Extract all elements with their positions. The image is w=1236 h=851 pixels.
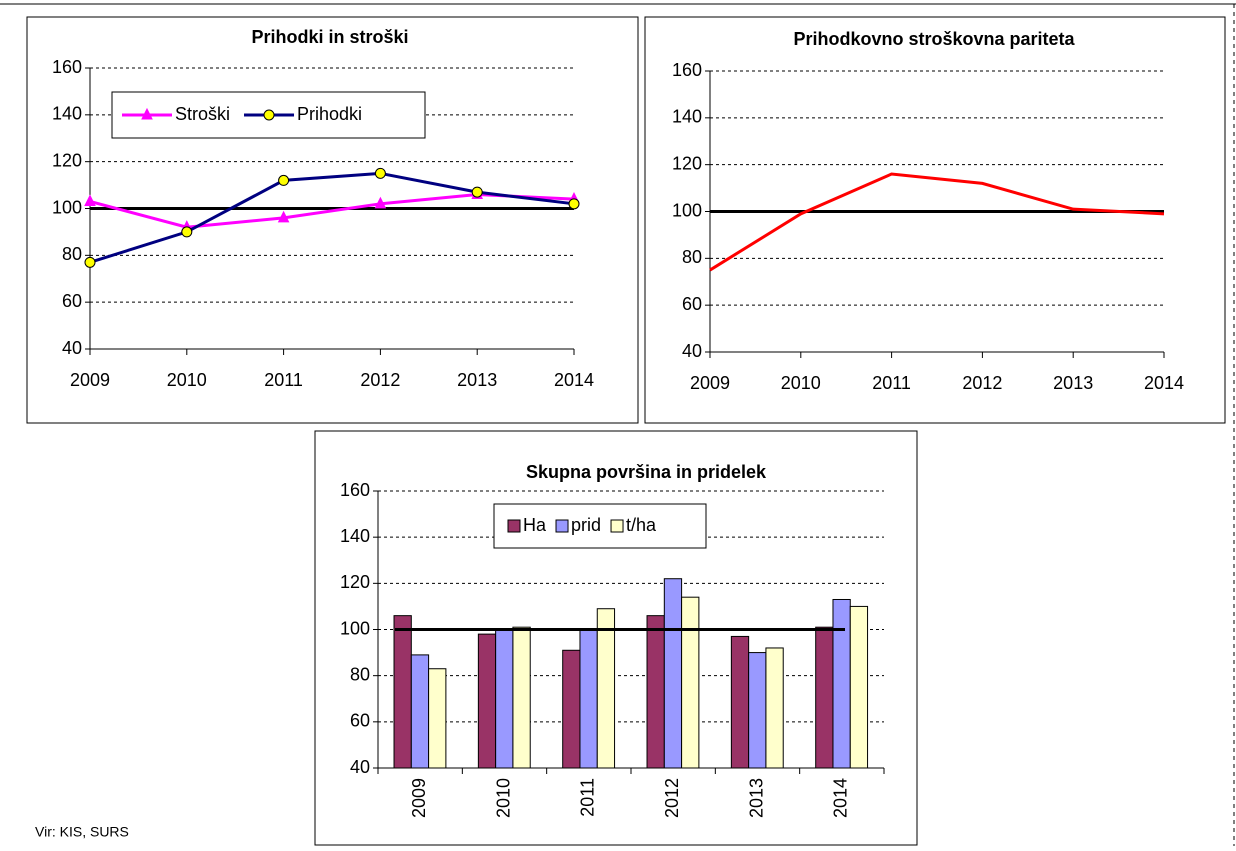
chart-frame	[644, 16, 1226, 424]
x-tick-label: 2014	[554, 370, 594, 390]
y-tick-label: 80	[62, 244, 82, 264]
marker	[278, 174, 290, 186]
bar	[663, 578, 683, 769]
y-tick-label: 120	[52, 150, 82, 170]
bar	[730, 635, 750, 769]
legend-swatch	[555, 519, 569, 533]
chart-title: Prihodki in stroški	[251, 27, 408, 47]
legend-label: Ha	[523, 515, 547, 535]
marker	[263, 109, 275, 121]
bar	[579, 629, 598, 769]
marker	[84, 194, 96, 206]
legend-swatch	[507, 519, 521, 533]
x-tick-label: 2010	[167, 370, 207, 390]
chart-title: Skupna površina in pridelek	[526, 462, 767, 482]
y-tick-label: 160	[52, 57, 82, 77]
marker	[374, 196, 387, 209]
bar	[849, 605, 869, 769]
y-tick-label: 80	[682, 247, 702, 267]
bar	[646, 615, 665, 769]
legend-label: prid	[571, 515, 601, 535]
x-tick-label: 2011	[578, 778, 598, 817]
y-tick-label: 160	[672, 60, 702, 80]
x-tick-label: 2013	[746, 778, 766, 818]
x-tick-label: 2009	[409, 778, 429, 818]
bar	[832, 598, 851, 769]
y-tick-label: 100	[52, 197, 82, 217]
x-tick-label: 2013	[457, 370, 497, 390]
x-tick-label: 2011	[264, 370, 303, 390]
series-line	[89, 171, 575, 264]
y-tick-label: 100	[340, 618, 370, 638]
bar	[477, 633, 497, 769]
y-tick-label: 60	[350, 711, 370, 731]
y-tick-label: 140	[340, 526, 370, 546]
bar	[512, 626, 531, 769]
source-note: Vir: KIS, SURS	[35, 824, 129, 840]
bar	[562, 649, 581, 769]
x-tick-label: 2014	[831, 778, 851, 818]
bar	[410, 654, 430, 769]
marker	[84, 256, 96, 268]
x-tick-label: 2012	[962, 373, 1002, 393]
legend	[493, 503, 707, 549]
bar	[765, 647, 784, 769]
x-tick-label: 2010	[493, 778, 513, 818]
bar	[596, 608, 616, 769]
y-tick-label: 100	[672, 200, 702, 220]
bar	[428, 668, 447, 769]
legend-label: Prihodki	[297, 104, 362, 124]
bar	[393, 615, 412, 769]
bar	[815, 626, 834, 769]
marker	[141, 107, 153, 120]
x-tick-label: 2013	[1053, 373, 1093, 393]
bar	[748, 652, 767, 769]
y-tick-label: 40	[62, 338, 82, 358]
x-tick-label: 2009	[690, 373, 730, 393]
marker	[471, 186, 483, 198]
y-tick-label: 140	[52, 104, 82, 124]
marker	[374, 167, 386, 179]
marker	[568, 198, 580, 210]
x-tick-label: 2011	[872, 373, 911, 393]
chart-frame	[26, 16, 639, 424]
y-tick-label: 160	[340, 480, 370, 500]
marker	[181, 226, 193, 238]
bar	[495, 629, 514, 769]
marker	[277, 210, 290, 223]
y-tick-label: 120	[672, 153, 702, 173]
x-tick-label: 2012	[360, 370, 400, 390]
y-tick-label: 40	[350, 757, 370, 777]
y-tick-label: 140	[672, 107, 702, 127]
y-tick-label: 60	[682, 294, 702, 314]
legend-label: Stroški	[175, 104, 230, 124]
y-tick-label: 60	[62, 291, 82, 311]
legend-swatch	[610, 519, 624, 533]
x-tick-label: 2010	[781, 373, 821, 393]
y-tick-label: 120	[340, 572, 370, 592]
chart-title: Prihodkovno stroškovna pariteta	[793, 29, 1075, 49]
series-line	[709, 172, 1165, 272]
x-tick-label: 2009	[70, 370, 110, 390]
y-tick-label: 40	[682, 341, 702, 361]
y-tick-label: 80	[350, 664, 370, 684]
legend-label: t/ha	[626, 515, 657, 535]
bar	[681, 596, 700, 769]
x-tick-label: 2012	[662, 778, 682, 818]
x-tick-label: 2014	[1144, 373, 1184, 393]
